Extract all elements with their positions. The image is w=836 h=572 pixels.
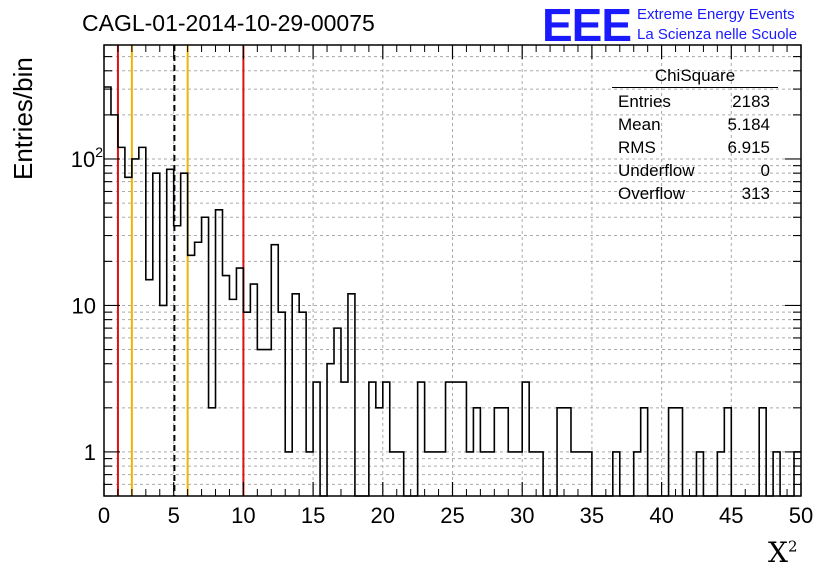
y-tick-labels: 1 10 102 xyxy=(71,144,103,465)
x-tick-label: 20 xyxy=(371,503,395,528)
stats-row-rms: RMS 6.915 xyxy=(618,138,770,157)
stats-title: ChiSquare xyxy=(612,66,778,88)
stats-box: ChiSquare Entries 2183 Mean 5.184 RMS 6.915… xyxy=(612,66,778,205)
y-tick-label: 10 xyxy=(72,293,96,318)
stats-row-mean: Mean 5.184 xyxy=(618,115,770,134)
x-axis-label: X2 xyxy=(768,536,798,569)
logo-line-1: Extreme Energy Events xyxy=(637,6,795,23)
axis-ticks xyxy=(103,44,802,497)
x-tick-label: 5 xyxy=(168,503,180,528)
x-tick-label: 0 xyxy=(98,503,110,528)
x-tick-label: 30 xyxy=(510,503,534,528)
stats-row-overflow: Overflow 313 xyxy=(618,184,770,203)
run-title: CAGL-01-2014-10-29-00075 xyxy=(82,10,375,36)
stats-row-entries: Entries 2183 xyxy=(618,92,770,111)
y-tick-label: 1 xyxy=(84,440,96,465)
eee-logo: EEE xyxy=(542,0,632,51)
x-tick-labels: 0 5 10 15 20 25 30 35 40 45 50 xyxy=(98,503,813,528)
x-tick-label: 25 xyxy=(440,503,464,528)
y-tick-label: 102 xyxy=(71,144,103,172)
y-axis-label: Entries/bin xyxy=(8,57,38,180)
histogram-series xyxy=(104,86,801,497)
stats-row-underflow: Underflow 0 xyxy=(618,161,770,180)
logo-line-2: La Scienza nelle Scuole xyxy=(637,26,798,43)
x-tick-label: 45 xyxy=(719,503,743,528)
x-tick-label: 50 xyxy=(789,503,813,528)
x-tick-label: 15 xyxy=(301,503,325,528)
x-tick-label: 10 xyxy=(231,503,255,528)
reference-lines xyxy=(116,45,245,496)
x-tick-label: 35 xyxy=(580,503,604,528)
x-tick-label: 40 xyxy=(649,503,673,528)
